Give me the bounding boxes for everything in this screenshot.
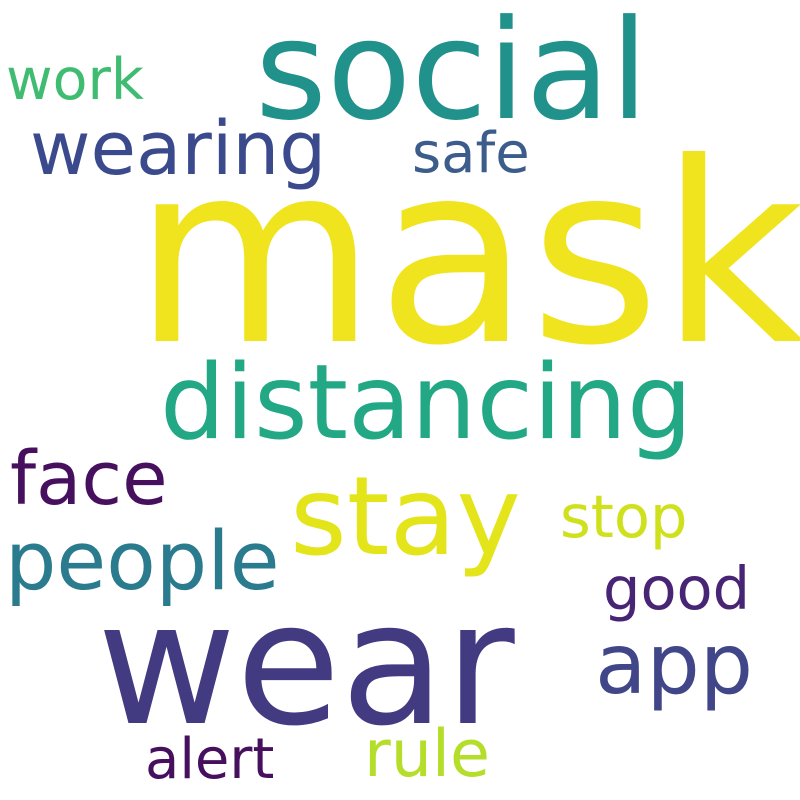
word-rule: rule	[364, 717, 490, 792]
word-wear: wear	[97, 566, 515, 764]
word-stay: stay	[290, 453, 521, 580]
word-mask: mask	[133, 109, 800, 400]
word-wearing: wearing	[30, 106, 327, 192]
word-work: work	[6, 47, 144, 113]
word-face: face	[10, 436, 168, 522]
word-good: good	[603, 554, 751, 623]
word-safe: safe	[412, 121, 530, 186]
word-app: app	[595, 615, 754, 713]
word-alert: alert	[145, 727, 275, 792]
word-stop: stop	[560, 482, 688, 551]
word-people: people	[5, 515, 280, 609]
word-social: social	[255, 0, 649, 151]
word-distancing: distancing	[160, 343, 693, 463]
